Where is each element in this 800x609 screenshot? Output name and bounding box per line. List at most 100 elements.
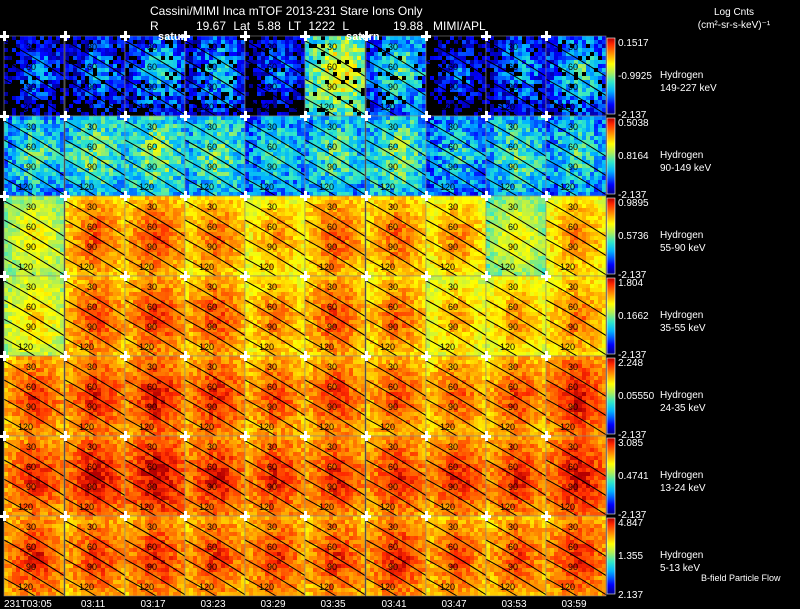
pixel-cell — [133, 112, 137, 116]
pixel-cell — [145, 64, 149, 68]
pixel-cell — [418, 88, 422, 92]
pixel-cell — [225, 164, 229, 168]
pixel-cell — [24, 68, 28, 72]
pixel-cell — [434, 60, 438, 64]
pixel-cell — [281, 108, 285, 112]
pixel-cell — [52, 100, 56, 104]
pixel-cell — [161, 56, 165, 60]
pixel-cell — [137, 132, 141, 136]
pixel-cell — [225, 172, 229, 176]
pixel-cell — [313, 104, 317, 108]
pixel-cell — [357, 100, 361, 104]
pixel-cell — [105, 140, 109, 144]
pixel-cell — [305, 52, 309, 56]
pixel-cell — [93, 60, 97, 64]
pixel-cell — [221, 48, 225, 52]
pixel-cell — [77, 112, 81, 116]
pixel-cell — [60, 56, 64, 60]
pixel-cell — [534, 44, 538, 48]
pixel-cell — [233, 96, 237, 100]
pixel-cell — [265, 184, 269, 188]
pixel-cell — [137, 96, 141, 100]
pixel-cell — [48, 136, 52, 140]
pixel-cell — [109, 56, 113, 60]
pixel-cell — [438, 108, 442, 112]
pixel-cell — [582, 96, 586, 100]
pixel-cell — [518, 52, 522, 56]
pixel-cell — [281, 52, 285, 56]
pixel-cell — [289, 72, 293, 76]
pixel-cell — [85, 108, 89, 112]
pixel-cell — [185, 100, 189, 104]
pixel-cell — [434, 112, 438, 116]
pixel-cell — [281, 116, 285, 120]
pixel-cell — [366, 44, 370, 48]
pixel-cell — [77, 108, 81, 112]
pixel-cell — [378, 84, 382, 88]
pixel-cell — [129, 140, 133, 144]
pixel-cell — [301, 56, 305, 60]
pixel-cell — [394, 52, 398, 56]
pixel-cell — [558, 48, 562, 52]
pixel-cell — [245, 152, 249, 156]
pixel-cell — [129, 188, 133, 192]
pixel-cell — [205, 48, 209, 52]
pixel-cell — [36, 108, 40, 112]
pixel-cell — [89, 56, 93, 60]
pixel-cell — [145, 164, 149, 168]
pixel-cell — [141, 132, 145, 136]
pixel-cell — [153, 48, 157, 52]
pixel-cell — [430, 104, 434, 108]
pixel-cell — [197, 108, 201, 112]
pixel-cell — [8, 128, 12, 132]
pixel-cell — [197, 156, 201, 160]
pixel-cell — [133, 96, 137, 100]
pixel-cell — [309, 128, 313, 132]
pixel-cell — [157, 132, 161, 136]
pixel-cell — [69, 44, 73, 48]
pixel-cell — [28, 72, 32, 76]
pixel-cell — [490, 96, 494, 100]
pixel-cell — [293, 172, 297, 176]
pixel-cell — [69, 192, 73, 196]
pixel-cell — [337, 100, 341, 104]
pixel-cell — [117, 72, 121, 76]
pixel-cell — [44, 60, 48, 64]
pixel-cell — [65, 72, 69, 76]
pixel-cell — [361, 140, 365, 144]
pixel-cell — [341, 156, 345, 160]
pixel-cell — [598, 84, 602, 88]
pixel-cell — [141, 188, 145, 192]
pixel-cell — [217, 40, 221, 44]
pixel-cell — [121, 44, 125, 48]
pixel-cell — [153, 100, 157, 104]
pixel-cell — [177, 68, 181, 72]
pixel-cell — [129, 104, 133, 108]
pixel-cell — [418, 48, 422, 52]
pixel-cell — [56, 116, 60, 120]
pixel-cell — [36, 52, 40, 56]
pixel-cell — [434, 68, 438, 72]
pixel-cell — [406, 40, 410, 44]
pixel-cell — [333, 100, 337, 104]
pixel-cell — [570, 64, 574, 68]
pixel-cell — [77, 132, 81, 136]
pixel-cell — [522, 36, 526, 40]
pixel-cell — [366, 64, 370, 68]
pixel-cell — [281, 60, 285, 64]
pixel-cell — [197, 180, 201, 184]
pixel-cell — [129, 120, 133, 124]
pixel-cell — [353, 48, 357, 52]
pixel-cell — [277, 120, 281, 124]
pixel-cell — [285, 36, 289, 40]
pixel-cell — [109, 188, 113, 192]
pixel-cell — [69, 184, 73, 188]
pixel-cell — [189, 108, 193, 112]
pixel-cell — [169, 76, 173, 80]
pixel-cell — [406, 100, 410, 104]
pixel-cell — [201, 124, 205, 128]
pixel-cell — [213, 120, 217, 124]
pixel-cell — [44, 96, 48, 100]
